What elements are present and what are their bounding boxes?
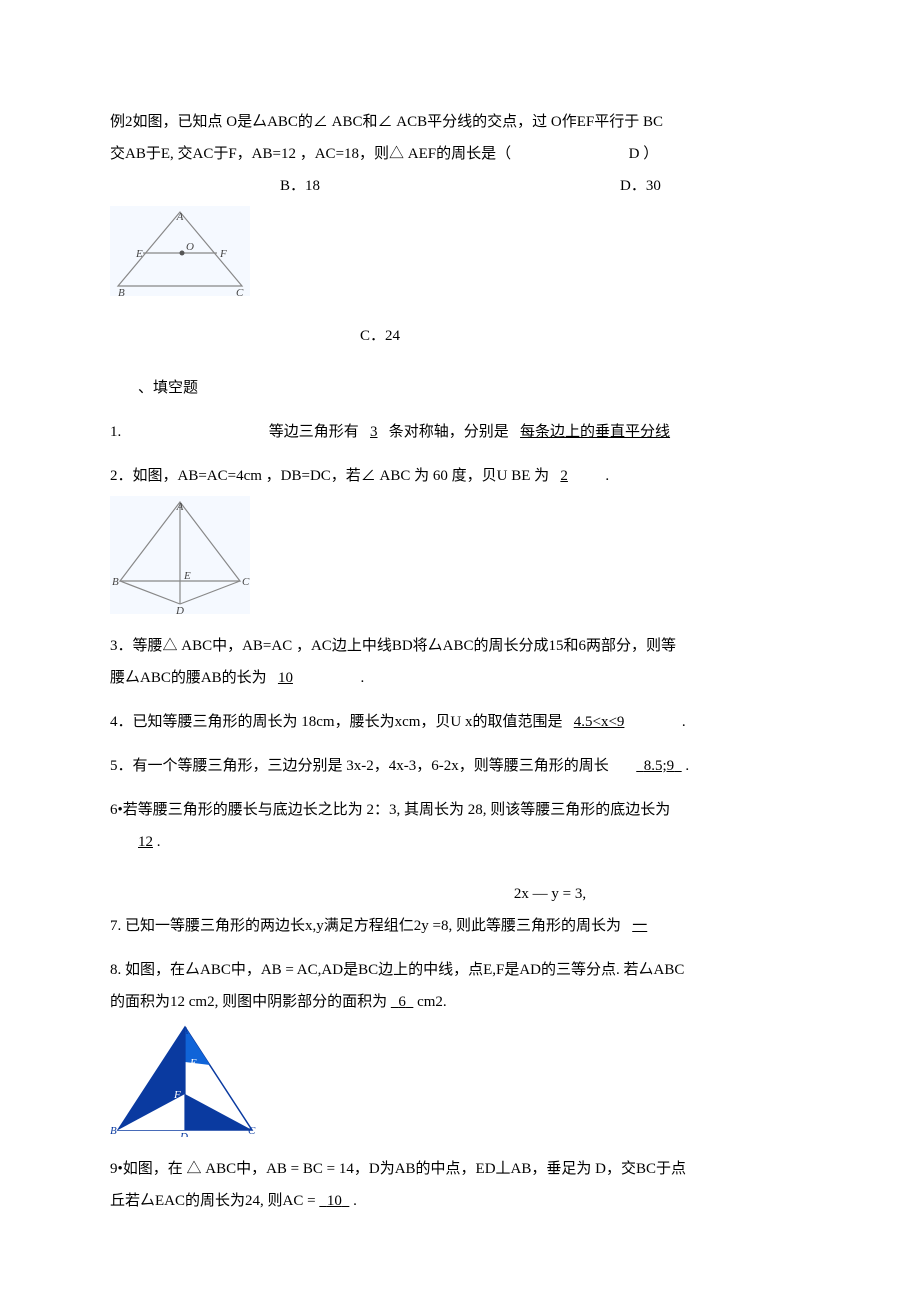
q5: 5．有一个等腰三角形，三边分别是 3x-2，4x-3，6-2x，则等腰三角形的周… — [110, 754, 810, 778]
q9-ans-pre — [319, 1193, 327, 1209]
figure-triangle-efo: A B C E F O — [110, 206, 810, 296]
q3-ans: 10 — [278, 670, 293, 686]
example2-optB: B．18 — [280, 174, 620, 198]
svg-text:A: A — [181, 1025, 189, 1037]
q1: 1. 等边三角形有 3 条对称轴，分别是 每条边上的垂直平分线 — [110, 420, 810, 444]
example2-options-row1: B．18 D．30 — [110, 174, 810, 198]
svg-text:C: C — [242, 576, 250, 588]
q5-tail: . — [685, 758, 689, 774]
svg-text:B: B — [118, 287, 125, 296]
q5-ans-post — [674, 758, 682, 774]
q1-mid: 条对称轴，分别是 — [389, 424, 509, 440]
svg-text:E: E — [189, 1057, 197, 1069]
q1-num: 1. — [110, 424, 121, 440]
svg-text:C: C — [248, 1125, 256, 1137]
figure-triangle-efo-svg: A B C E F O — [110, 206, 250, 296]
q1-ans2: 每条边上的垂直平分线 — [520, 424, 670, 440]
q6-l2: 12 . — [138, 830, 810, 854]
example2-line2: 交AB于E, 交AC于F，AB=12 ，AC=18，则△ AEF的周长是（ D … — [110, 142, 810, 166]
example2-stem2: 交AB于E, 交AC于F，AB=12 ，AC=18，则△ AEF的周长是（ — [110, 146, 511, 162]
svg-text:D: D — [179, 1131, 188, 1137]
q5-pre: 5．有一个等腰三角形，三边分别是 3x-2，4x-3，6-2x，则等腰三角形的周… — [110, 758, 609, 774]
svg-text:F: F — [219, 248, 227, 260]
figure-triangle-abcd: A B C D E — [110, 496, 810, 614]
q8-l1: 8. 如图，在厶ABC中，AB = AC,AD是BC边上的中线，点E,F是AD的… — [110, 958, 810, 982]
q2: 2．如图，AB=AC=4cm ，DB=DC，若∠ ABC 为 60 度，贝U B… — [110, 464, 810, 488]
q8-unit: cm2. — [417, 994, 447, 1010]
q7-eq: 2x — y = 3, — [290, 882, 810, 906]
q9-ans: 10 — [327, 1193, 342, 1209]
example2-optC: C．24 — [360, 324, 810, 348]
svg-text:E: E — [183, 570, 191, 582]
q1-ans1: 3 — [370, 424, 378, 440]
q2-line: 2．如图，AB=AC=4cm ，DB=DC，若∠ ABC 为 60 度，贝U B… — [110, 468, 549, 484]
q9-ans-post — [342, 1193, 350, 1209]
q7-l1: 7. 已知一等腰三角形的两边长x,y满足方程组仁2y =8, 则此等腰三角形的周… — [110, 914, 810, 938]
q4-tail: . — [682, 714, 686, 730]
q3-l2: 腰厶ABC的腰AB的长为 10 . — [110, 666, 810, 690]
svg-text:B: B — [110, 1125, 117, 1137]
example2-answer-letter: D ） — [629, 146, 659, 162]
svg-text:D: D — [175, 605, 184, 614]
q5-ans: 8.5;9 — [644, 758, 674, 774]
svg-text:A: A — [176, 501, 184, 513]
q2-tail: . — [605, 468, 609, 484]
q3-tail: . — [360, 670, 364, 686]
q6-tail: . — [157, 834, 161, 850]
q2-ans: 2 — [560, 468, 568, 484]
q8-l2pre: 的面积为12 cm2, 则图中阴影部分的面积为 — [110, 994, 387, 1010]
q9-tail: . — [353, 1193, 357, 1209]
q4-pre: 4．已知等腰三角形的周长为 18cm，腰长为xcm，贝U x的取值范围是 — [110, 714, 563, 730]
q8-ans-post — [406, 994, 414, 1010]
svg-text:O: O — [186, 241, 194, 253]
q6-l1: 6•若等腰三角形的腰长与底边长之比为 2：3, 其周长为 28, 则该等腰三角形… — [110, 798, 810, 822]
figure-triangle-abcd-svg: A B C D E — [110, 496, 250, 614]
q8-ans: 6 — [398, 994, 406, 1010]
q4: 4．已知等腰三角形的周长为 18cm，腰长为xcm，贝U x的取值范围是 4.5… — [110, 710, 810, 734]
svg-text:F: F — [173, 1089, 181, 1101]
svg-text:A: A — [176, 211, 184, 223]
q1-pre: 等边三角形有 — [269, 424, 359, 440]
figure-triangle-shaded-svg: A B C D E F — [110, 1022, 260, 1137]
q5-ans-pre — [636, 758, 644, 774]
svg-text:C: C — [236, 287, 244, 296]
q7-l1pre: 7. 已知一等腰三角形的两边长x,y满足方程组仁2y =8, 则此等腰三角形的周… — [110, 918, 621, 934]
q9-l2pre: 丘若厶EAC的周长为24, 则AC = — [110, 1193, 316, 1209]
q3-l1: 3．等腰△ ABC中，AB=AC ，AC边上中线BD将厶ABC的周长分成15和6… — [110, 634, 810, 658]
q3-l2pre: 腰厶ABC的腰AB的长为 — [110, 670, 267, 686]
example2-optD: D．30 — [620, 174, 661, 198]
svg-text:E: E — [135, 248, 143, 260]
q9-l2: 丘若厶EAC的周长为24, 则AC = 10 . — [110, 1189, 810, 1213]
q6-ans: 12 — [138, 834, 153, 850]
q8-l2: 的面积为12 cm2, 则图中阴影部分的面积为 6 cm2. — [110, 990, 810, 1014]
q9-l1: 9•如图，在 △ ABC中，AB = BC = 14，D为AB的中点，ED丄AB… — [110, 1157, 810, 1181]
example2-line1: 例2如图，已知点 O是厶ABC的∠ ABC和∠ ACB平分线的交点，过 O作EF… — [110, 110, 810, 134]
figure-triangle-shaded: A B C D E F — [110, 1022, 810, 1137]
q4-ans: 4.5<x<9 — [574, 714, 625, 730]
svg-text:B: B — [112, 576, 119, 588]
section-fill-header: 、填空题 — [138, 376, 810, 400]
q7-ans: 一 — [632, 918, 647, 934]
